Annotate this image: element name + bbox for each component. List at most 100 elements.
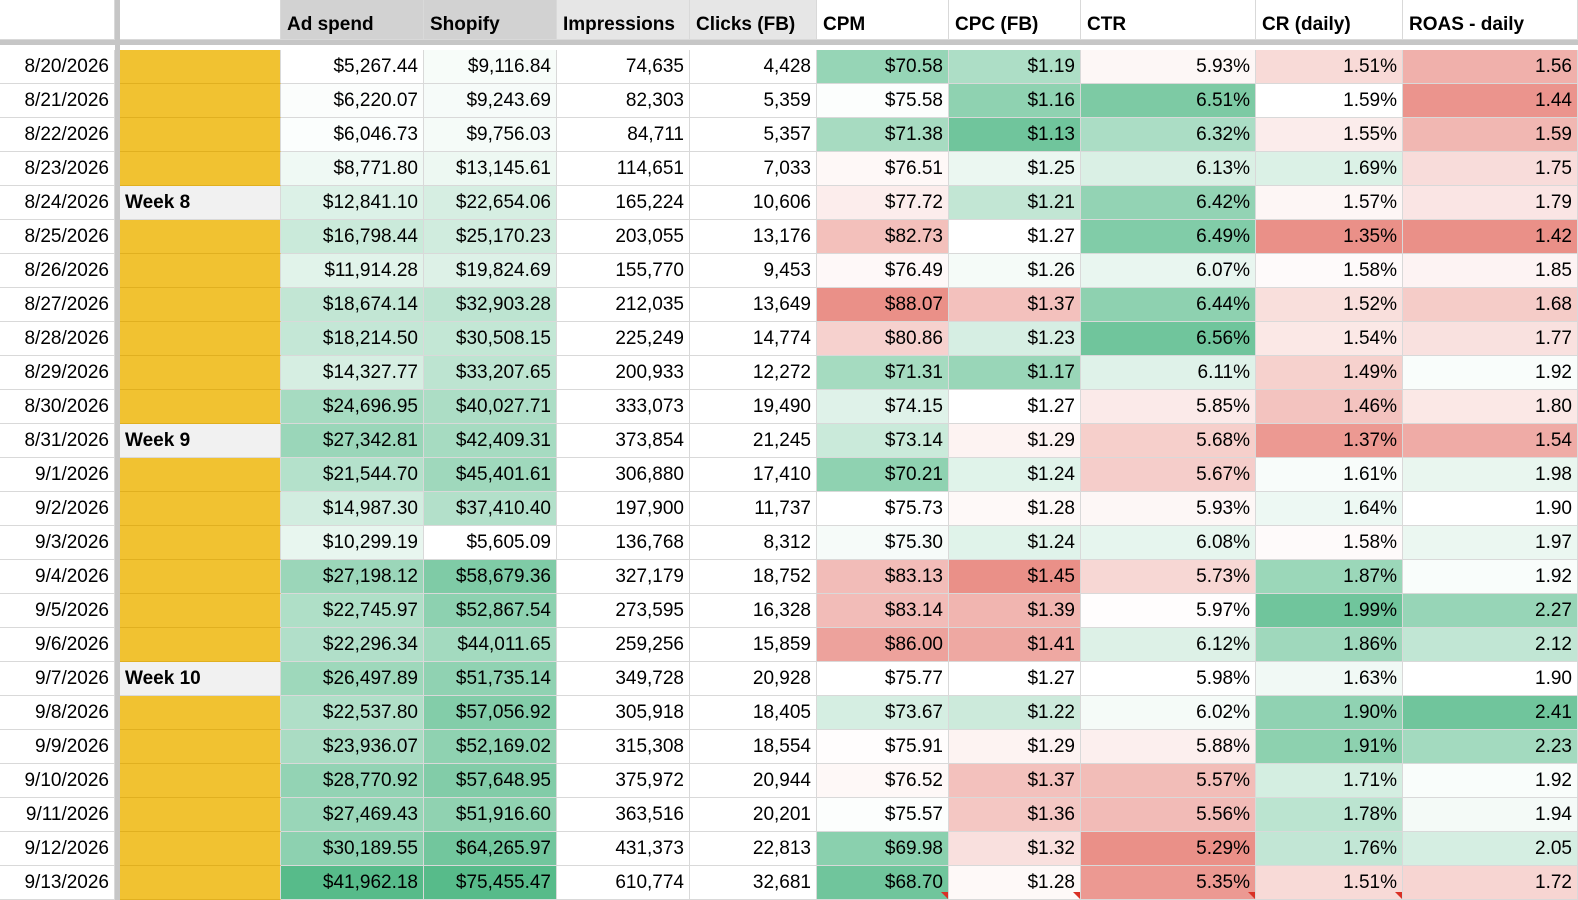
cell-impressions[interactable]: 349,728 bbox=[557, 662, 690, 696]
cell-cr[interactable]: 1.86% bbox=[1256, 628, 1403, 662]
cell-impressions[interactable]: 165,224 bbox=[557, 186, 690, 220]
cell-ctr[interactable]: 6.51% bbox=[1081, 84, 1256, 118]
cell-ctr[interactable]: 5.67% bbox=[1081, 458, 1256, 492]
cell-clicks[interactable]: 8,312 bbox=[690, 526, 817, 560]
cell-ad-spend[interactable]: $12,841.10 bbox=[281, 186, 424, 220]
cell-shopify[interactable]: $42,409.31 bbox=[424, 424, 557, 458]
cell-roas[interactable]: 1.92 bbox=[1403, 764, 1578, 798]
cell-cpc[interactable]: $1.45 bbox=[949, 560, 1081, 594]
cell-shopify[interactable]: $52,867.54 bbox=[424, 594, 557, 628]
cell-roas[interactable]: 1.90 bbox=[1403, 492, 1578, 526]
cell-clicks[interactable]: 20,201 bbox=[690, 798, 817, 832]
cell-cpc[interactable]: $1.27 bbox=[949, 390, 1081, 424]
cell-clicks[interactable]: 18,405 bbox=[690, 696, 817, 730]
cell-cpm[interactable]: $76.52 bbox=[817, 764, 949, 798]
cell-cr[interactable]: 1.52% bbox=[1256, 288, 1403, 322]
cell-shopify[interactable]: $37,410.40 bbox=[424, 492, 557, 526]
cell-clicks[interactable]: 18,752 bbox=[690, 560, 817, 594]
cell-cpc[interactable]: $1.32 bbox=[949, 832, 1081, 866]
cell-cr[interactable]: 1.71% bbox=[1256, 764, 1403, 798]
cell-ad-spend[interactable]: $21,544.70 bbox=[281, 458, 424, 492]
cell-ctr[interactable]: 5.56% bbox=[1081, 798, 1256, 832]
cell-ctr[interactable]: 5.68% bbox=[1081, 424, 1256, 458]
cell-cr[interactable]: 1.37% bbox=[1256, 424, 1403, 458]
cell-roas[interactable]: 2.23 bbox=[1403, 730, 1578, 764]
cell-cr[interactable]: 1.59% bbox=[1256, 84, 1403, 118]
cell-impressions[interactable]: 306,880 bbox=[557, 458, 690, 492]
cell-cpc[interactable]: $1.39 bbox=[949, 594, 1081, 628]
cell-roas[interactable]: 1.90 bbox=[1403, 662, 1578, 696]
cell-ad-spend[interactable]: $27,469.43 bbox=[281, 798, 424, 832]
cell-clicks[interactable]: 14,774 bbox=[690, 322, 817, 356]
cell-ctr[interactable]: 6.56% bbox=[1081, 322, 1256, 356]
cell-week[interactable] bbox=[120, 118, 281, 152]
cell-date[interactable]: 9/7/2026 bbox=[0, 662, 115, 696]
cell-impressions[interactable]: 114,651 bbox=[557, 152, 690, 186]
cell-ctr[interactable]: 6.44% bbox=[1081, 288, 1256, 322]
cell-clicks[interactable]: 21,245 bbox=[690, 424, 817, 458]
cell-cpc[interactable]: $1.19 bbox=[949, 50, 1081, 84]
cell-clicks[interactable]: 13,176 bbox=[690, 220, 817, 254]
cell-impressions[interactable]: 333,073 bbox=[557, 390, 690, 424]
cell-cpm[interactable]: $70.58 bbox=[817, 50, 949, 84]
frozen-row-divider[interactable] bbox=[0, 40, 1578, 45]
cell-week[interactable] bbox=[120, 696, 281, 730]
cell-clicks[interactable]: 20,944 bbox=[690, 764, 817, 798]
cell-date[interactable]: 8/26/2026 bbox=[0, 254, 115, 288]
cell-impressions[interactable]: 136,768 bbox=[557, 526, 690, 560]
cell-impressions[interactable]: 74,635 bbox=[557, 50, 690, 84]
cell-date[interactable]: 8/20/2026 bbox=[0, 50, 115, 84]
cell-date[interactable]: 9/8/2026 bbox=[0, 696, 115, 730]
cell-clicks[interactable]: 9,453 bbox=[690, 254, 817, 288]
cell-week[interactable] bbox=[120, 254, 281, 288]
cell-week[interactable] bbox=[120, 526, 281, 560]
cell-week[interactable] bbox=[120, 390, 281, 424]
cell-roas[interactable]: 1.97 bbox=[1403, 526, 1578, 560]
cell-week[interactable]: Week 10 bbox=[120, 662, 281, 696]
cell-ctr[interactable]: 5.29% bbox=[1081, 832, 1256, 866]
cell-clicks[interactable]: 22,813 bbox=[690, 832, 817, 866]
cell-shopify[interactable]: $33,207.65 bbox=[424, 356, 557, 390]
column-header-roas[interactable]: ROAS - daily bbox=[1403, 0, 1578, 40]
cell-week[interactable] bbox=[120, 356, 281, 390]
cell-week[interactable]: Week 8 bbox=[120, 186, 281, 220]
cell-cpm[interactable]: $68.70 bbox=[817, 866, 949, 900]
cell-cpm[interactable]: $88.07 bbox=[817, 288, 949, 322]
column-header-impressions[interactable]: Impressions bbox=[557, 0, 690, 40]
cell-week[interactable] bbox=[120, 322, 281, 356]
cell-ctr[interactable]: 5.35% bbox=[1081, 866, 1256, 900]
cell-cpm[interactable]: $73.14 bbox=[817, 424, 949, 458]
cell-impressions[interactable]: 212,035 bbox=[557, 288, 690, 322]
cell-shopify[interactable]: $30,508.15 bbox=[424, 322, 557, 356]
cell-cpc[interactable]: $1.23 bbox=[949, 322, 1081, 356]
cell-ctr[interactable]: 5.57% bbox=[1081, 764, 1256, 798]
cell-week[interactable] bbox=[120, 832, 281, 866]
cell-roas[interactable]: 1.85 bbox=[1403, 254, 1578, 288]
cell-ad-spend[interactable]: $18,214.50 bbox=[281, 322, 424, 356]
cell-cr[interactable]: 1.90% bbox=[1256, 696, 1403, 730]
cell-roas[interactable]: 1.59 bbox=[1403, 118, 1578, 152]
cell-cr[interactable]: 1.49% bbox=[1256, 356, 1403, 390]
column-header-ad-spend[interactable]: Ad spend bbox=[281, 0, 424, 40]
cell-cpm[interactable]: $73.67 bbox=[817, 696, 949, 730]
cell-week[interactable] bbox=[120, 730, 281, 764]
cell-shopify[interactable]: $45,401.61 bbox=[424, 458, 557, 492]
cell-cpc[interactable]: $1.28 bbox=[949, 866, 1081, 900]
cell-cpc[interactable]: $1.37 bbox=[949, 288, 1081, 322]
cell-week[interactable] bbox=[120, 866, 281, 900]
cell-clicks[interactable]: 5,357 bbox=[690, 118, 817, 152]
column-header-ctr[interactable]: CTR bbox=[1081, 0, 1256, 40]
cell-date[interactable]: 9/5/2026 bbox=[0, 594, 115, 628]
cell-cpc[interactable]: $1.37 bbox=[949, 764, 1081, 798]
cell-cpm[interactable]: $75.57 bbox=[817, 798, 949, 832]
cell-cr[interactable]: 1.78% bbox=[1256, 798, 1403, 832]
cell-shopify[interactable]: $5,605.09 bbox=[424, 526, 557, 560]
cell-week[interactable] bbox=[120, 594, 281, 628]
cell-ctr[interactable]: 6.12% bbox=[1081, 628, 1256, 662]
cell-ctr[interactable]: 5.85% bbox=[1081, 390, 1256, 424]
cell-week[interactable] bbox=[120, 152, 281, 186]
cell-date[interactable]: 9/13/2026 bbox=[0, 866, 115, 900]
cell-clicks[interactable]: 15,859 bbox=[690, 628, 817, 662]
cell-clicks[interactable]: 11,737 bbox=[690, 492, 817, 526]
cell-roas[interactable]: 1.77 bbox=[1403, 322, 1578, 356]
